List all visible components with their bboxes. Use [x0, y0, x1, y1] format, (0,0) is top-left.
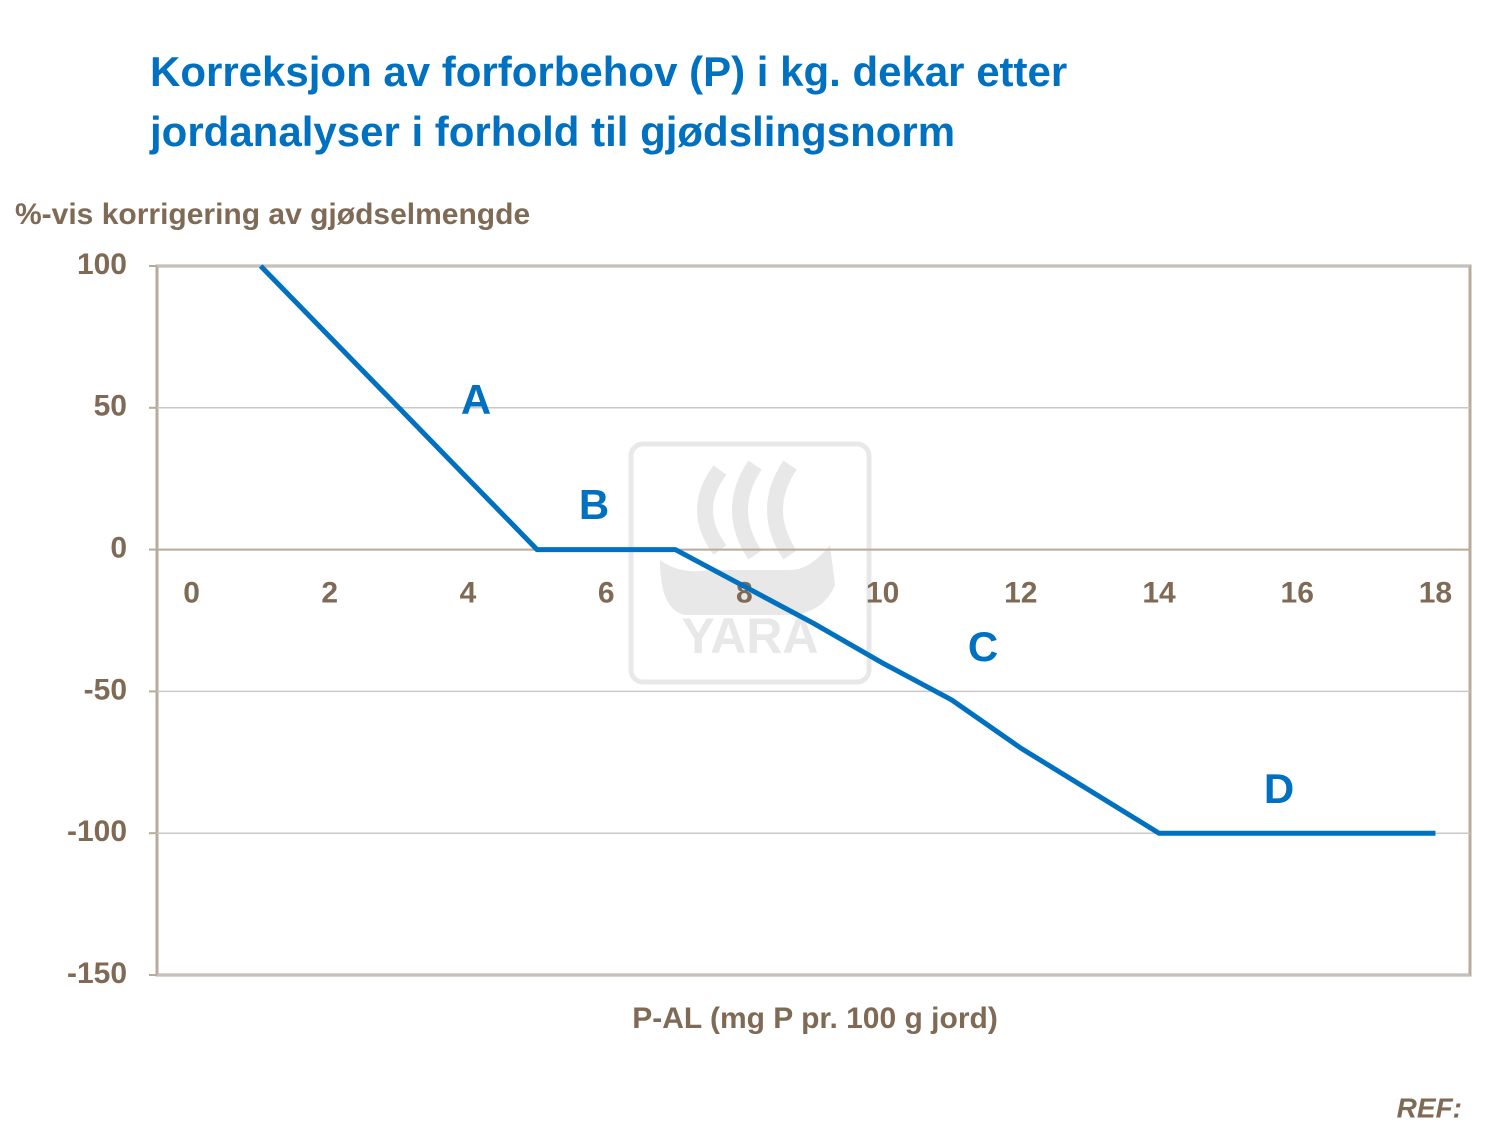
segment-label: A [461, 376, 491, 423]
footer: REF: [1397, 1092, 1462, 1123]
x-tick-label: 10 [866, 577, 899, 610]
chart-title: Korreksjon av forforbehov (P) i kg. deka… [150, 48, 1067, 95]
x-tick-label: 4 [460, 577, 477, 610]
x-tick-label: 2 [321, 577, 338, 610]
x-tick-label: 0 [183, 577, 200, 610]
segment-label: D [1264, 765, 1294, 812]
y-tick-label: 50 [94, 390, 127, 423]
y-tick-label: -150 [67, 957, 127, 990]
y-tick-label: -50 [84, 673, 127, 706]
x-tick-label: 18 [1419, 577, 1452, 610]
x-tick-label: 12 [1004, 577, 1037, 610]
watermark-logo: YARA [628, 441, 872, 685]
chart-title: jordanalyser i forhold til gjødslingsnor… [149, 108, 955, 155]
data-line [258, 264, 1436, 836]
x-axis-label: P-AL (mg P pr. 100 g jord) [632, 1002, 998, 1035]
x-tick-label: 16 [1281, 577, 1314, 610]
watermark: YARA [681, 608, 818, 664]
x-tick-label: 6 [598, 577, 615, 610]
segment-label: C [968, 623, 998, 670]
y-axis-label: %-vis korrigering av gjødselmengde [15, 198, 530, 231]
segment-label: B [579, 481, 609, 528]
y-tick-label: 100 [77, 248, 127, 281]
x-tick-label: 14 [1142, 577, 1176, 610]
y-tick-label: 0 [110, 532, 127, 565]
y-tick-label: -100 [67, 815, 127, 848]
